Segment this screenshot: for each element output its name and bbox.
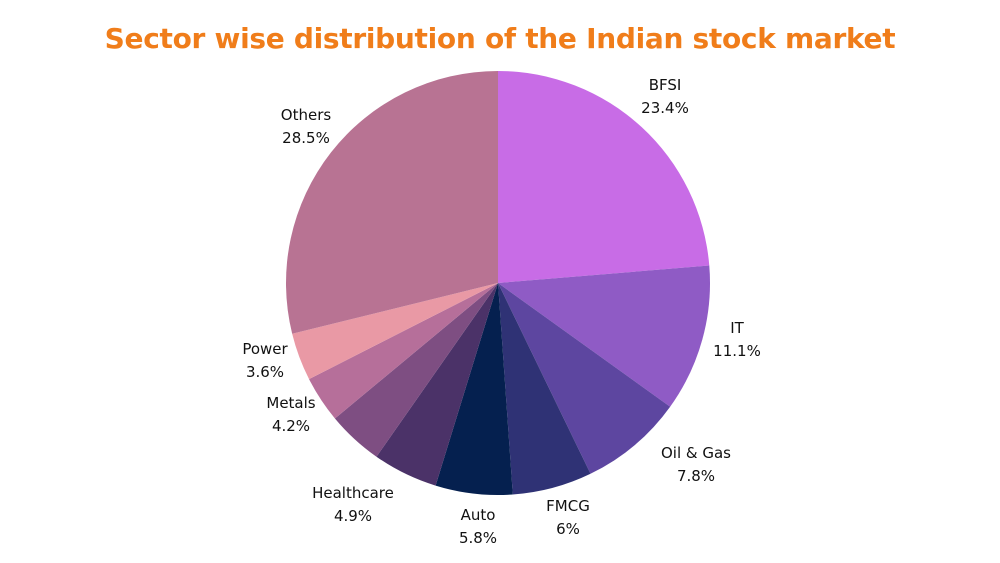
pie-slice-metals-2 xyxy=(309,283,498,419)
slice-value-auto: 5.8% xyxy=(459,529,497,547)
pie-slice-oil-gas xyxy=(498,283,671,474)
slice-label-oil-gas: Oil & Gas xyxy=(661,444,731,462)
slice-value-it: 11.1% xyxy=(713,342,761,360)
pie-slice-metals xyxy=(334,283,498,457)
pie-slice-it xyxy=(498,265,711,407)
pie-slice-auto xyxy=(435,283,513,495)
slice-label-healthcare: Healthcare xyxy=(312,484,394,502)
slice-value-healthcare: 4.9% xyxy=(334,507,372,525)
slice-value-metals: 4.2% xyxy=(272,417,310,435)
slice-value-others: 28.5% xyxy=(282,129,330,147)
pie-slice-fmcg xyxy=(498,283,591,495)
slice-value-power: 3.6% xyxy=(246,363,284,381)
slice-value-bfsi: 23.4% xyxy=(641,99,689,117)
slice-label-it: IT xyxy=(730,319,744,337)
slice-label-fmcg: FMCG xyxy=(546,497,590,515)
pie-slice-healthcare xyxy=(376,283,498,486)
slice-value-fmcg: 6% xyxy=(556,520,580,538)
pie-slice-others xyxy=(285,71,498,334)
slice-label-metals: Metals xyxy=(266,394,315,412)
pie-slice-power xyxy=(292,283,498,380)
slice-label-bfsi: BFSI xyxy=(649,76,682,94)
slice-value-oil-gas: 7.8% xyxy=(677,467,715,485)
chart-title: Sector wise distribution of the Indian s… xyxy=(104,22,896,55)
slice-label-others: Others xyxy=(281,106,332,124)
slice-label-power: Power xyxy=(242,340,288,358)
slice-label-auto: Auto xyxy=(461,506,496,524)
pie-slice-bfsi xyxy=(498,71,710,283)
pie-slices xyxy=(285,71,711,495)
pie-labels: BFSI 23.4% IT 11.1% Oil & Gas 7.8% FMCG 6% Auto 5… xyxy=(242,76,761,547)
